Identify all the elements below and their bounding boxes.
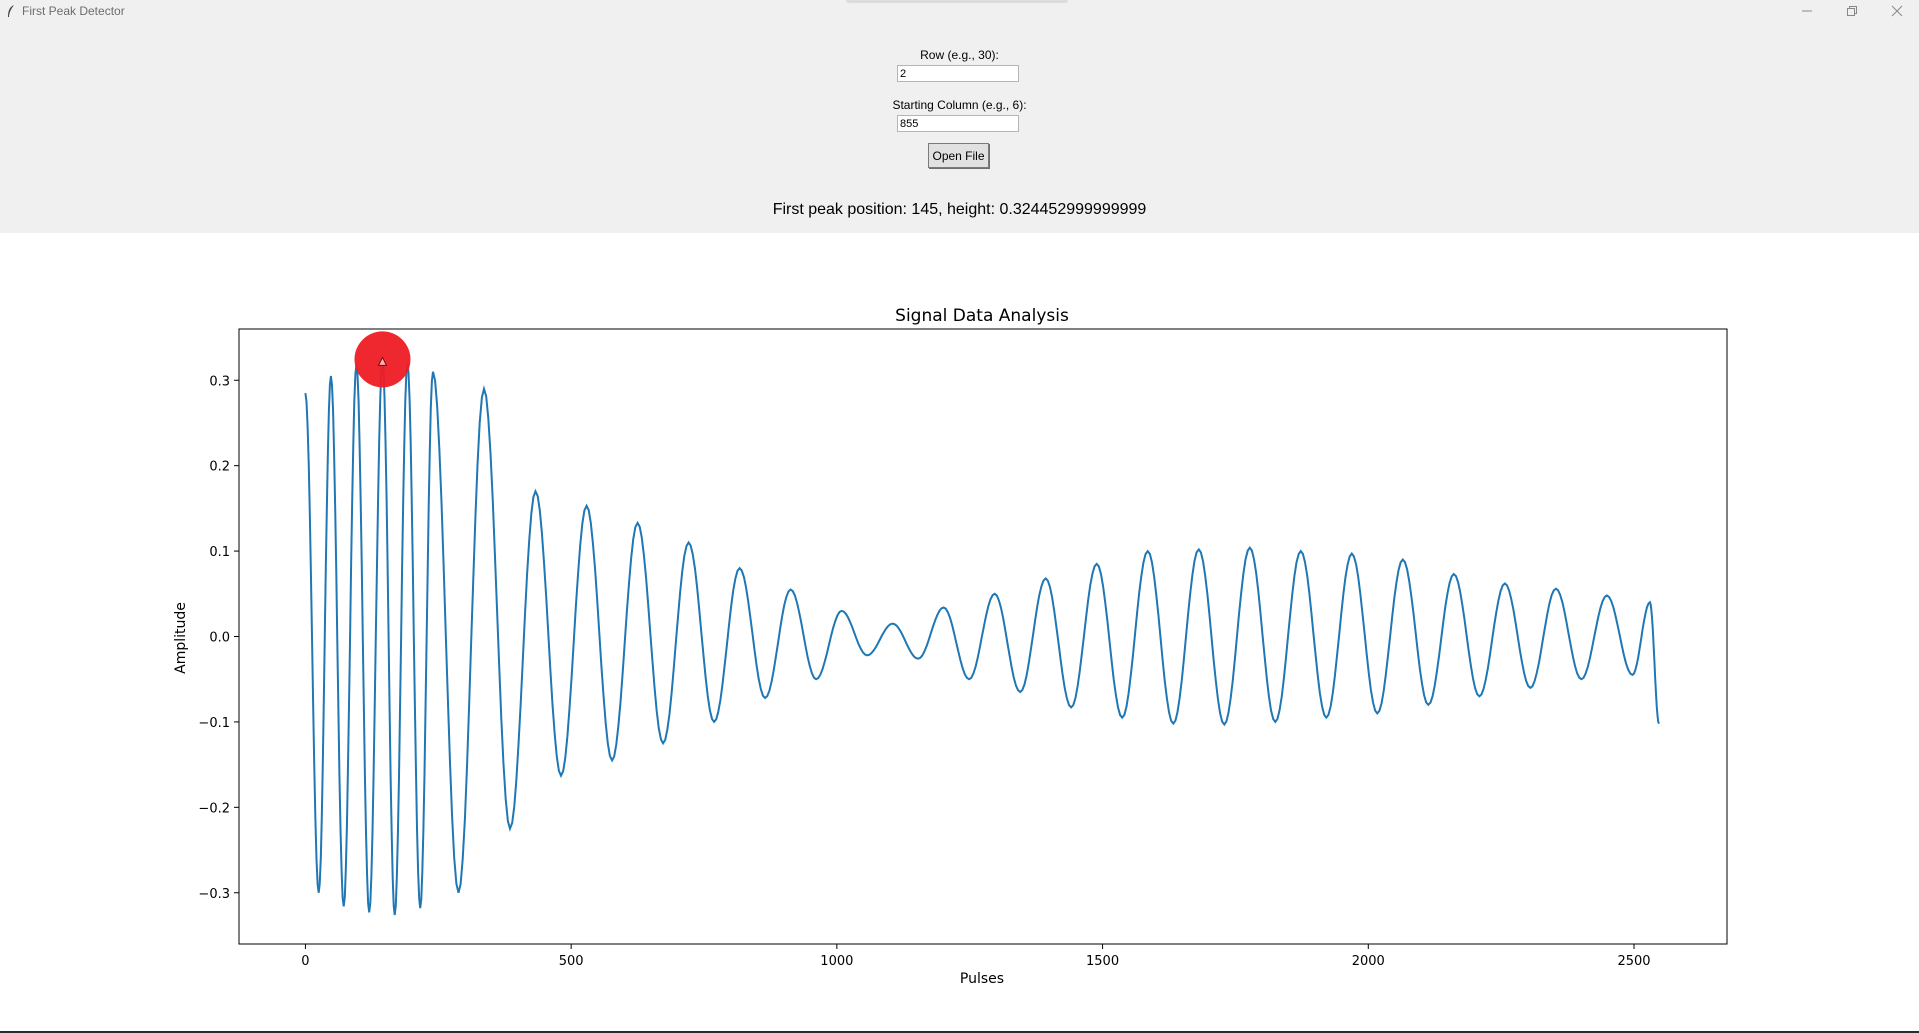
x-tick-label: 2500 xyxy=(1617,954,1650,969)
row-label: Row (e.g., 30): xyxy=(920,48,999,62)
y-tick-label: 0.2 xyxy=(209,460,230,475)
signal-chart: Signal Data Analysis Pulses Amplitude 0 5… xyxy=(173,306,1728,987)
y-axis-label: Amplitude xyxy=(173,602,189,674)
y-tick-label: 0.1 xyxy=(209,545,230,560)
restore-button[interactable] xyxy=(1829,0,1874,22)
starting-column-label: Starting Column (e.g., 6): xyxy=(892,98,1027,112)
chart-area: Signal Data Analysis Pulses Amplitude 0 5… xyxy=(0,233,1919,1031)
y-tick-label: 0.0 xyxy=(209,631,230,646)
window-controls xyxy=(1784,0,1919,22)
minimize-button[interactable] xyxy=(1784,0,1829,22)
peak-pointer-icon xyxy=(377,356,388,366)
x-tick-label: 1000 xyxy=(820,954,853,969)
close-icon xyxy=(1891,5,1902,17)
feather-icon xyxy=(4,4,18,18)
starting-column-input[interactable] xyxy=(897,115,1019,132)
signal-line xyxy=(304,359,1660,916)
window-title: First Peak Detector xyxy=(22,4,125,18)
control-panel: Row (e.g., 30): Starting Column (e.g., 6… xyxy=(0,22,1919,233)
y-tick-label: 0.3 xyxy=(209,374,230,389)
close-button[interactable] xyxy=(1874,0,1919,22)
x-tick-label: 2000 xyxy=(1352,954,1385,969)
y-tick-label: −0.1 xyxy=(198,716,230,731)
x-tick-label: 1500 xyxy=(1086,954,1119,969)
window-top-grip xyxy=(846,0,1068,3)
y-tick-label: −0.2 xyxy=(198,801,230,816)
result-text: First peak position: 145, height: 0.3244… xyxy=(772,201,1147,218)
x-tick-label: 0 xyxy=(301,954,309,969)
x-tick-label: 500 xyxy=(559,954,584,969)
y-tick-label: −0.3 xyxy=(198,887,230,902)
restore-icon xyxy=(1846,6,1857,16)
window-bottom-border xyxy=(0,1031,1919,1033)
row-input[interactable] xyxy=(897,65,1019,82)
x-axis-label: Pulses xyxy=(960,971,1004,987)
chart-title: Signal Data Analysis xyxy=(895,306,1069,326)
minimize-icon xyxy=(1801,10,1812,12)
open-file-button[interactable]: Open File xyxy=(928,143,989,168)
title-bar: First Peak Detector xyxy=(0,0,1919,22)
